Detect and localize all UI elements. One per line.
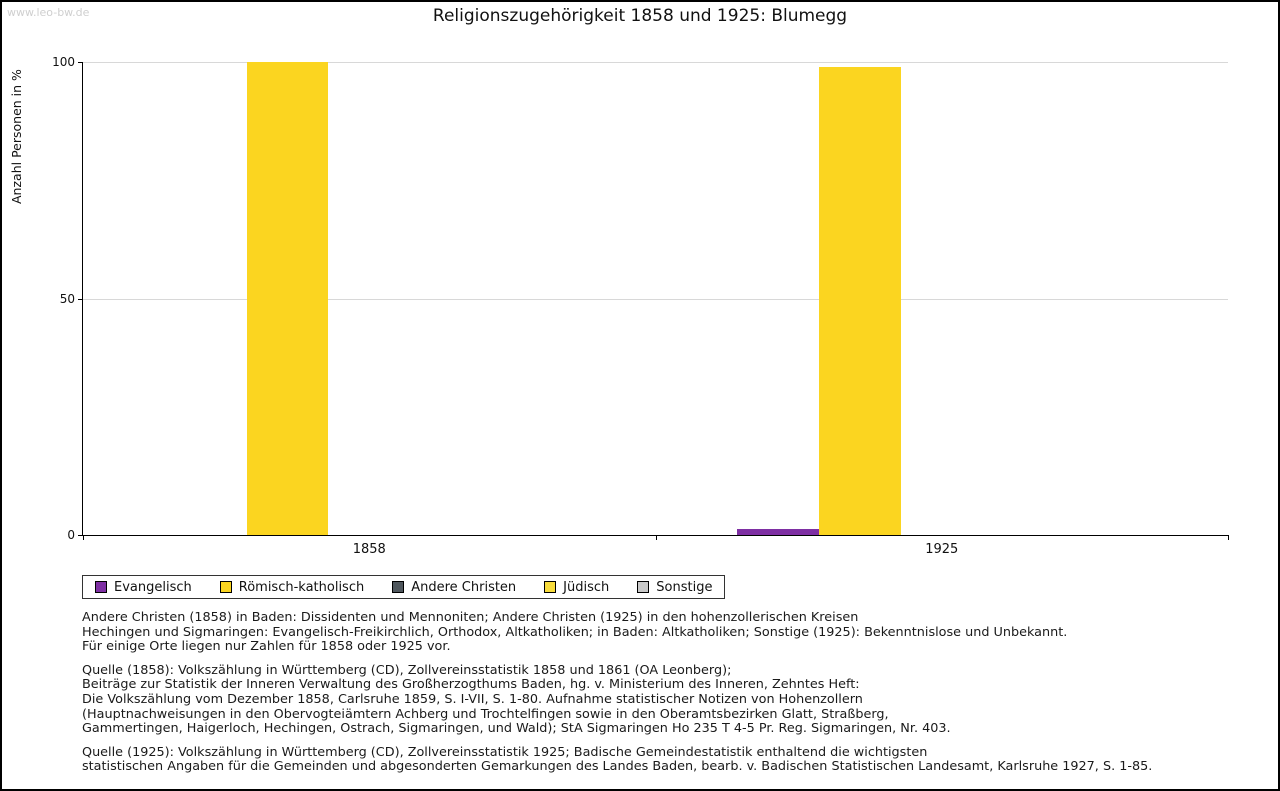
gridline-100 [83, 62, 1228, 63]
legend-item-Römisch-katholisch: Römisch-katholisch [219, 579, 365, 595]
legend-item-Evangelisch: Evangelisch [95, 580, 192, 595]
chart-title: Religionszugehörigkeit 1858 und 1925: Bl… [432, 6, 848, 26]
legend-item-Andere Christen: Andere Christen [392, 580, 516, 595]
legend-swatch-Römisch-katholisch [219, 581, 232, 593]
legend-label-Jüdisch: Jüdisch [563, 579, 610, 595]
legend-swatch-Sonstige [637, 581, 650, 593]
legend-swatch-Jüdisch [544, 581, 557, 593]
watermark: www.leo-bw.de [7, 6, 90, 19]
legend-label-Römisch-katholisch: Römisch-katholisch [238, 579, 365, 595]
x-category-label-1925: 1925 [925, 542, 959, 557]
legend-label-Evangelisch: Evangelisch [114, 579, 192, 595]
footnote-definitions: Andere Christen (1858) in Baden: Disside… [82, 610, 1068, 655]
plot-area: 0 50 100 1858 1925 [52, 55, 1229, 557]
legend-label-Andere Christen: Andere Christen [411, 579, 517, 595]
x-tick-1 [655, 535, 657, 540]
y-tick-label-100: 100 [52, 55, 75, 69]
bar-1925-Evangelisch [737, 529, 820, 535]
y-tick-label-50: 50 [59, 291, 75, 306]
y-tick-0 [78, 535, 83, 536]
y-axis-label: Anzahl Personen in % [9, 69, 24, 204]
footnote-source-1925: Quelle (1925): Volkszählung in Württembe… [82, 744, 1153, 775]
legend-label-Sonstige: Sonstige [656, 579, 713, 595]
x-tick-0 [83, 535, 84, 540]
footnote-source-1858: Quelle (1858): Volkszählung in Württembe… [82, 662, 951, 737]
legend-swatch-Andere Christen [392, 581, 405, 593]
legend-item-Jüdisch: Jüdisch [544, 580, 609, 595]
x-category-label-1858: 1858 [352, 542, 386, 557]
y-tick-50 [78, 298, 83, 300]
legend-swatch-Evangelisch [95, 581, 107, 593]
legend: Evangelisch Römisch-katholisch Andere Chri… [82, 575, 726, 599]
bar-1858-Römisch-katholisch [246, 62, 329, 535]
gridline-50 [83, 298, 1228, 300]
x-tick-2 [1228, 535, 1229, 540]
y-tick-label-0: 0 [67, 528, 75, 542]
legend-item-Sonstige: Sonstige [637, 580, 712, 595]
y-tick-100 [78, 62, 83, 63]
footnotes: Andere Christen (1858) in Baden: Disside… [82, 610, 1248, 784]
bar-1925-Römisch-katholisch [819, 66, 901, 535]
